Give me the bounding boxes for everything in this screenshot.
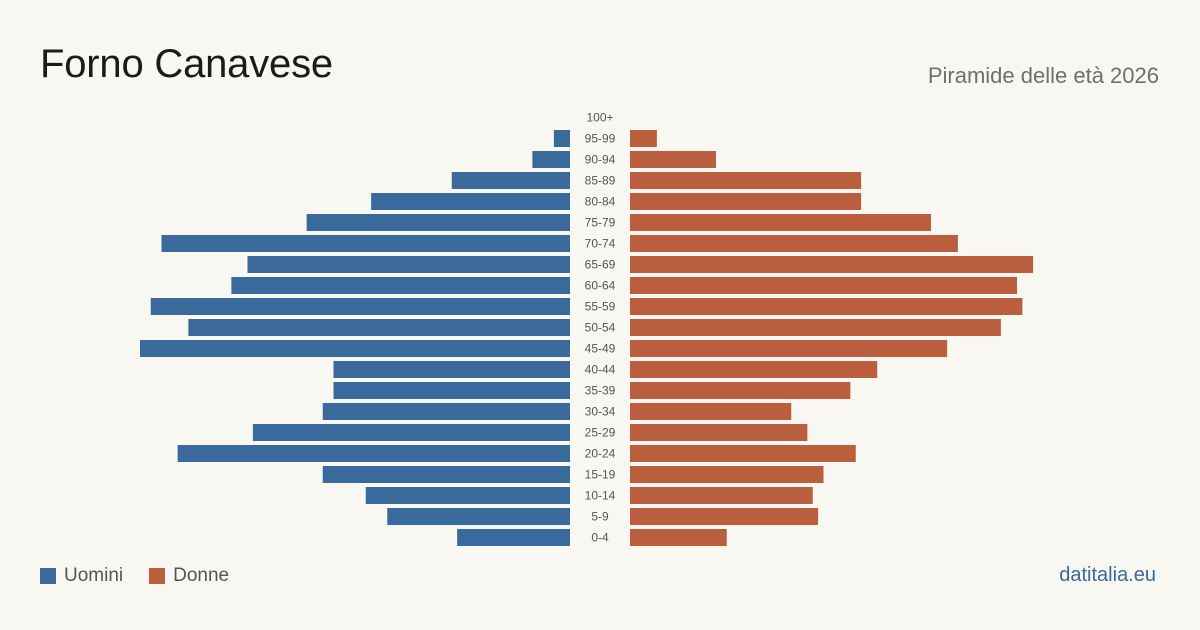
bar-women-90-94 bbox=[630, 151, 716, 168]
bar-men-5-9 bbox=[387, 508, 570, 525]
bar-women-95-99 bbox=[630, 130, 657, 147]
age-label-80-84: 80-84 bbox=[585, 195, 616, 209]
age-label-0-4: 0-4 bbox=[591, 531, 609, 545]
age-label-65-69: 65-69 bbox=[585, 258, 616, 272]
bar-women-35-39 bbox=[630, 382, 851, 399]
bar-men-40-44 bbox=[333, 361, 570, 378]
bar-women-70-74 bbox=[630, 235, 958, 252]
chart-title: Forno Canavese bbox=[40, 42, 333, 86]
legend-label-women: Donne bbox=[173, 565, 230, 586]
bar-women-85-89 bbox=[630, 172, 862, 189]
bar-men-75-79 bbox=[306, 214, 570, 231]
age-label-15-19: 15-19 bbox=[585, 468, 616, 482]
legend-swatch-men bbox=[40, 568, 56, 584]
age-label-5-9: 5-9 bbox=[591, 510, 609, 524]
bar-men-20-24 bbox=[177, 445, 570, 462]
bar-women-65-69 bbox=[630, 256, 1034, 273]
bar-men-80-84 bbox=[371, 193, 570, 210]
bar-women-15-19 bbox=[630, 466, 824, 483]
age-label-60-64: 60-64 bbox=[585, 279, 616, 293]
legend-swatch-women bbox=[149, 568, 166, 584]
age-label-40-44: 40-44 bbox=[585, 363, 616, 377]
bar-men-55-59 bbox=[150, 298, 570, 315]
bar-women-10-14 bbox=[630, 487, 813, 504]
bar-women-5-9 bbox=[630, 508, 819, 525]
age-label-55-59: 55-59 bbox=[585, 300, 616, 314]
bar-women-45-49 bbox=[630, 340, 948, 357]
bar-men-0-4 bbox=[457, 529, 570, 546]
bar-men-15-19 bbox=[322, 466, 570, 483]
age-label-95-99: 95-99 bbox=[585, 132, 616, 146]
bar-women-80-84 bbox=[630, 193, 862, 210]
bar-women-75-79 bbox=[630, 214, 931, 231]
bar-men-95-99 bbox=[553, 130, 570, 147]
bar-women-30-34 bbox=[630, 403, 792, 420]
age-label-20-24: 20-24 bbox=[585, 447, 616, 461]
age-label-90-94: 90-94 bbox=[585, 153, 616, 167]
bar-men-65-69 bbox=[247, 256, 570, 273]
bar-women-0-4 bbox=[630, 529, 727, 546]
age-label-70-74: 70-74 bbox=[585, 237, 616, 251]
age-label-45-49: 45-49 bbox=[585, 342, 616, 356]
age-label-75-79: 75-79 bbox=[585, 216, 616, 230]
age-label-100plus: 100+ bbox=[586, 111, 613, 125]
bar-men-50-54 bbox=[188, 319, 570, 336]
age-label-35-39: 35-39 bbox=[585, 384, 616, 398]
age-label-85-89: 85-89 bbox=[585, 174, 616, 188]
bar-men-25-29 bbox=[252, 424, 570, 441]
chart-subtitle: Piramide delle età 2026 bbox=[927, 63, 1159, 88]
source-link[interactable]: datitalia.eu bbox=[1059, 564, 1156, 586]
age-label-10-14: 10-14 bbox=[585, 489, 616, 503]
bar-men-70-74 bbox=[161, 235, 570, 252]
bar-men-30-34 bbox=[322, 403, 570, 420]
legend-item-women: Donne bbox=[149, 565, 229, 587]
men-bars bbox=[140, 130, 570, 546]
age-label-50-54: 50-54 bbox=[585, 321, 616, 335]
legend-item-men: Uomini bbox=[40, 565, 123, 587]
bar-women-25-29 bbox=[630, 424, 808, 441]
age-group-labels: 100+ 95-99 90-94 85-89 80-84 75-79 70-74 65-69 6… bbox=[585, 111, 616, 545]
bar-men-10-14 bbox=[365, 487, 570, 504]
women-bars bbox=[630, 130, 1034, 546]
legend-label-men: Uomini bbox=[64, 565, 124, 586]
legend: Uomini Donne bbox=[40, 565, 229, 587]
bar-men-35-39 bbox=[333, 382, 570, 399]
bar-men-90-94 bbox=[532, 151, 570, 168]
bar-women-20-24 bbox=[630, 445, 856, 462]
bar-women-55-59 bbox=[630, 298, 1023, 315]
age-label-25-29: 25-29 bbox=[585, 426, 616, 440]
bar-men-85-89 bbox=[451, 172, 570, 189]
bar-men-45-49 bbox=[140, 340, 570, 357]
bar-men-60-64 bbox=[231, 277, 570, 294]
bar-women-50-54 bbox=[630, 319, 1001, 336]
age-label-30-34: 30-34 bbox=[585, 405, 616, 419]
bar-women-60-64 bbox=[630, 277, 1017, 294]
bar-women-40-44 bbox=[630, 361, 878, 378]
